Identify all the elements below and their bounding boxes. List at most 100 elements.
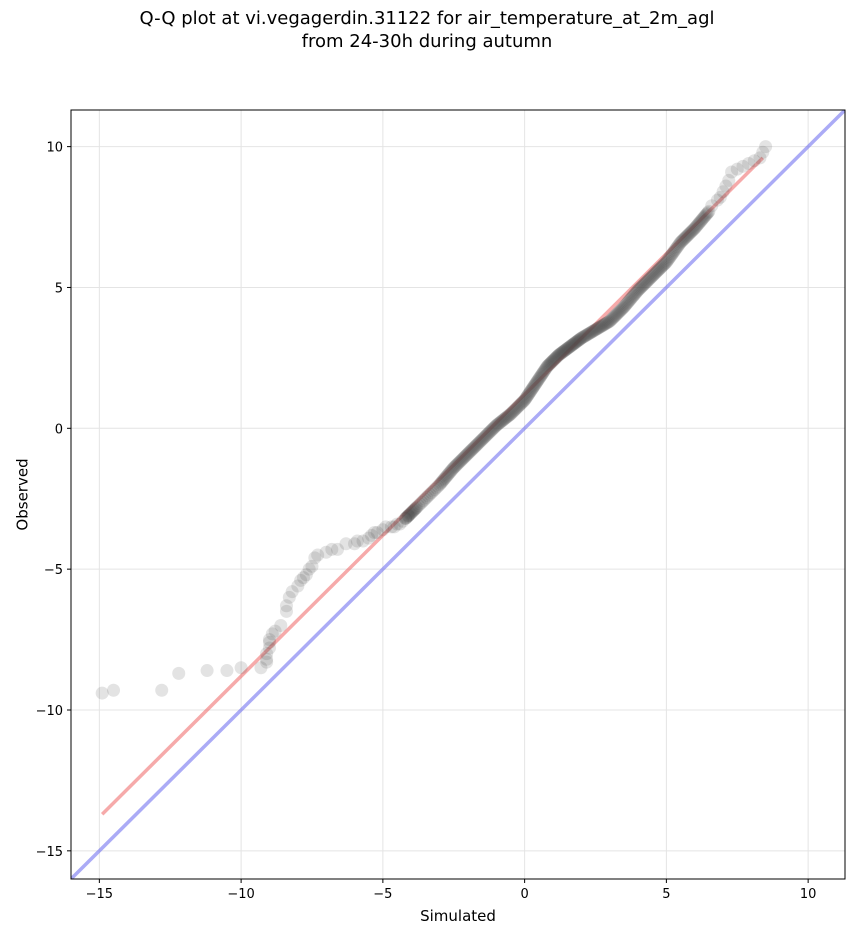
data-point [325,542,339,556]
data-point [370,526,384,540]
data-point [573,332,587,346]
data-point [305,559,319,573]
data-point [519,391,533,405]
data-point [657,257,671,271]
data-point [399,511,413,525]
data-point [713,190,727,204]
data-point [459,449,473,463]
data-point [680,229,694,243]
chart-title-line-1: Q-Q plot at vi.vegagerdin.31122 for air_… [139,8,715,29]
data-point [512,399,526,413]
data-point [576,330,590,344]
data-point [467,441,481,455]
data-point [487,420,501,434]
data-point [424,486,438,500]
data-point [694,214,708,228]
data-point [627,288,641,302]
data-point [400,510,414,524]
data-point [722,173,736,187]
data-point [404,506,418,520]
data-point [563,340,577,354]
data-point [406,504,420,518]
fit-line [100,156,765,816]
data-point [613,304,627,318]
data-point [399,511,413,525]
y-tick-label: −15 [36,845,63,860]
data-point [472,436,486,450]
data-point [470,438,484,452]
data-point [679,230,693,244]
data-point [456,452,470,466]
data-point [445,463,459,477]
data-point [429,481,443,495]
data-point [618,299,632,313]
data-point [471,437,485,451]
data-point [638,276,652,290]
data-point [683,226,697,240]
data-point [579,328,593,342]
data-point [407,503,421,517]
data-point [531,374,545,388]
data-point [667,244,681,258]
data-point [515,396,529,410]
data-point [466,442,480,456]
data-point [348,537,362,551]
y-tick-label: 0 [55,422,63,437]
data-point [672,238,686,252]
data-point [407,503,421,517]
data-point [643,271,657,285]
data-point [504,406,518,420]
data-point [415,495,429,509]
data-point [655,259,669,273]
data-point [747,154,761,168]
data-point [570,334,584,348]
x-axis-label: Simulated [420,907,496,925]
x-tick-label: 5 [662,887,670,902]
identity-line [71,110,845,879]
data-point [356,534,370,548]
y-tick-label: −10 [36,704,63,719]
data-point [759,140,773,154]
data-point [299,568,313,582]
data-point [480,428,494,442]
data-point [262,633,276,647]
data-point [689,220,703,234]
data-point [285,585,299,599]
data-point [514,397,528,411]
data-point [616,301,630,315]
data-point [559,343,573,357]
data-point [434,476,448,490]
data-point [664,248,678,262]
data-point [311,548,325,562]
data-point [644,270,658,284]
data-point [660,254,674,268]
data-point [505,405,519,419]
data-point [562,340,576,354]
data-point [379,520,393,534]
data-point [518,392,532,406]
data-point [601,315,615,329]
data-point [279,604,293,618]
data-point [622,294,636,308]
data-point [518,393,532,407]
data-point [172,666,186,680]
data-point [497,412,511,426]
data-point [641,273,655,287]
data-point [546,354,560,368]
data-point [438,472,452,486]
x-tick-label: 10 [800,887,817,902]
data-point [493,415,507,429]
data-point [439,470,453,484]
data-point [527,380,541,394]
data-point [650,264,664,278]
data-point [756,145,770,159]
data-point [530,375,544,389]
data-point [552,347,566,361]
data-point [607,310,621,324]
data-point [465,443,479,457]
data-point [610,307,624,321]
data-point [561,341,575,355]
data-point [428,482,442,496]
data-point [449,459,463,473]
data-point [441,468,455,482]
